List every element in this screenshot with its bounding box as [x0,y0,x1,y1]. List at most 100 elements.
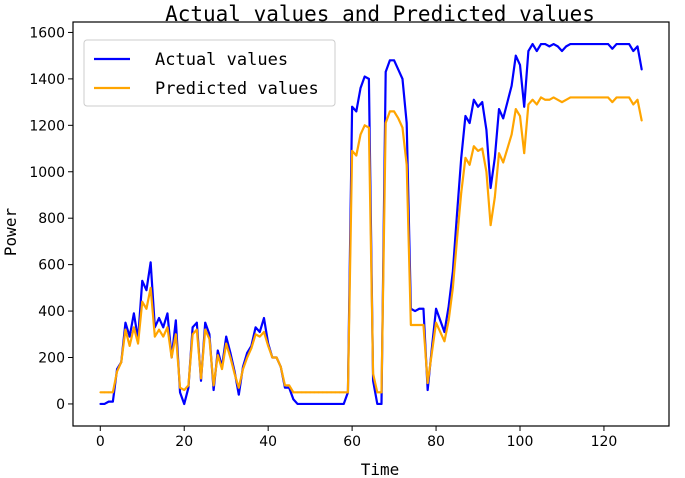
data-point [632,50,635,52]
data-point [216,354,219,357]
data-point [523,105,526,108]
data-point [338,403,341,405]
data-point [535,50,538,52]
data-point [527,103,530,106]
data-point [284,384,286,387]
data-point [397,117,400,120]
x-tick-label: 40 [259,434,277,450]
data-point [510,133,513,136]
data-point [305,403,307,405]
data-point [342,391,345,394]
data-point [158,328,160,331]
data-point [296,403,299,405]
data-point [640,119,643,122]
data-point [99,391,102,394]
data-point [422,307,425,310]
data-point [162,326,165,329]
data-point [485,129,488,131]
data-point [519,64,521,66]
x-tick-label: 100 [507,434,534,450]
data-point [380,403,383,405]
data-point [309,391,312,394]
data-point [326,391,328,394]
data-point [435,307,437,310]
y-axis-label: Power [1,208,20,257]
data-point [489,224,492,227]
data-point [611,47,614,50]
data-point [376,403,379,405]
series-layer [99,42,643,406]
data-point [607,96,610,99]
series-line-1 [100,96,643,394]
data-point [158,317,160,319]
data-point [586,96,589,99]
data-point [393,110,395,113]
data-point [619,43,622,45]
x-tick-label: 80 [427,434,445,450]
data-point [200,377,202,380]
data-point [200,379,202,382]
data-point [263,331,265,333]
data-point [388,110,391,113]
data-point [347,391,349,394]
data-point [145,307,148,310]
x-tick-label: 0 [96,434,105,450]
data-point [414,310,416,312]
legend-label-0: Actual values [155,50,288,70]
data-point [170,356,173,359]
data-point [586,43,589,45]
data-point [506,147,509,150]
data-point [468,163,471,166]
data-point [313,403,316,405]
data-point [195,328,198,331]
data-point [594,43,597,45]
data-point [330,403,333,405]
data-point [544,43,547,45]
data-point [552,96,555,99]
data-point [103,391,106,394]
data-point [535,103,538,106]
data-point [498,152,500,155]
data-point [598,43,601,45]
x-tick-label: 120 [591,434,618,450]
data-point [183,389,186,391]
data-point [556,45,559,48]
data-point [430,351,433,354]
data-point [267,345,270,347]
data-point [640,68,643,71]
data-point [544,98,547,101]
data-point [128,335,131,338]
data-point [284,386,286,389]
data-point [292,398,295,401]
data-point [443,340,446,343]
data-point [153,335,156,338]
data-point [254,333,257,336]
data-point [237,386,240,389]
data-point [372,372,374,375]
data-point [334,391,337,394]
data-point [510,84,513,87]
data-point [451,286,454,289]
data-point [338,391,341,394]
legend-label-1: Predicted values [155,79,319,99]
data-point [464,115,467,117]
data-point [107,391,110,394]
data-point [565,45,568,48]
data-point [594,96,597,99]
data-point [351,149,354,152]
data-point [636,98,639,101]
data-point [481,101,484,103]
data-point [615,43,618,45]
data-point [514,54,517,57]
data-point [603,96,605,99]
data-point [527,50,530,52]
data-point [485,170,488,173]
data-point [519,115,521,117]
data-point [317,403,320,405]
data-point [565,98,568,101]
data-point [548,98,551,101]
data-point [561,50,563,52]
data-point [397,68,400,71]
legend: Actual values Predicted values [83,39,336,107]
data-point [363,75,366,78]
